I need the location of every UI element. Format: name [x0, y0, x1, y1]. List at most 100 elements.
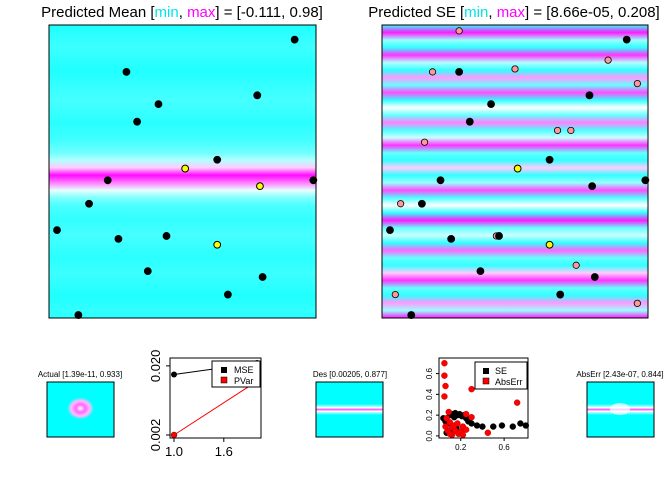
mse-legend-label-mse: MSE — [234, 365, 254, 375]
design-point — [545, 155, 554, 164]
scatter-point-se — [473, 422, 481, 429]
design-point — [585, 91, 594, 100]
des-frame — [315, 381, 384, 438]
scatter-panel: 0.2 0.6 0.0 0.2 0.4 0.6 SE AbsErr — [425, 357, 530, 452]
mse-legend-label-pvar: PVar — [234, 376, 253, 386]
des-heatmap — [316, 382, 383, 437]
open-design-point — [420, 138, 429, 146]
design-point — [162, 232, 171, 240]
scatter-point-se — [517, 420, 524, 427]
mean-title-max: max — [187, 4, 216, 21]
y-tick-label: 0.020 — [148, 350, 163, 383]
abserr-frame — [586, 381, 655, 438]
design-point — [407, 311, 416, 319]
x-tick-label: 0.6 — [499, 443, 511, 452]
open-design-point — [567, 126, 575, 135]
abserr-center-spot — [610, 403, 630, 415]
scatter-point-abserr — [462, 426, 470, 433]
y-tick-label: 0.002 — [148, 419, 163, 452]
mse-legend-key-mse — [221, 367, 227, 373]
mse-panel: 1.0 1.6 0.002 0.020 MSE PVar — [148, 350, 262, 459]
mean-title-suffix: ] = [-0.111, 0.98] — [215, 4, 322, 21]
se-title-max: max — [497, 4, 526, 21]
open-design-point — [633, 299, 641, 307]
mse-axes: 1.0 1.6 0.002 0.020 — [148, 350, 233, 459]
mean-points — [53, 35, 318, 319]
design-point — [258, 273, 267, 281]
scatter-point-se — [522, 422, 530, 429]
open-design-point — [511, 65, 519, 73]
x-tick-label: 1.0 — [165, 444, 183, 459]
design-point — [556, 290, 565, 299]
design-point — [588, 182, 597, 191]
scatter-point-abserr — [446, 430, 454, 438]
design-point — [103, 176, 112, 185]
design-point — [85, 199, 93, 208]
highlight-point — [513, 164, 522, 173]
scatter-point-abserr — [459, 431, 467, 439]
scatter-point-se — [468, 420, 475, 427]
scatter-point-abserr — [441, 359, 448, 367]
design-point — [154, 100, 163, 109]
scatter-point-se — [509, 423, 517, 430]
design-point — [641, 176, 650, 185]
design-point — [465, 117, 474, 126]
se-title: Predicted SE [min, max] = [8.66e-05, 0.2… — [368, 4, 659, 21]
design-point — [74, 311, 83, 319]
se-frame — [381, 24, 649, 319]
actual-title: Actual [1.39e-11, 0.933] — [38, 370, 122, 379]
design-point — [590, 273, 599, 281]
design-point — [133, 117, 142, 126]
scatter-point-abserr — [442, 382, 449, 390]
scatter-point-se — [479, 423, 486, 430]
scatter-point-abserr — [468, 414, 475, 421]
scatter-point-abserr — [441, 393, 448, 400]
mean-heatmap — [49, 25, 316, 318]
scatter-legend: SE AbsErr — [474, 361, 528, 390]
design-point — [253, 91, 262, 100]
se-title-prefix: Predicted SE [ — [368, 4, 465, 21]
design-point — [447, 234, 456, 243]
y-tick-label: 0.4 — [425, 388, 434, 400]
open-design-point — [455, 27, 463, 35]
mse-frame — [169, 357, 262, 439]
y-tick-label: 0.2 — [425, 409, 434, 421]
design-point — [455, 67, 464, 76]
data-point-pvar — [170, 431, 178, 439]
highlight-point — [545, 240, 554, 249]
design-point — [143, 267, 152, 276]
scatter-point-se — [490, 423, 497, 430]
design-point — [53, 226, 61, 235]
se-panel: Predicted SE [min, max] = [8.66e-05, 0.2… — [368, 4, 660, 319]
design-point — [487, 100, 495, 109]
scatter-point-abserr — [468, 385, 475, 393]
mse-legend-key-pvar — [220, 376, 228, 384]
scatter-point-abserr — [484, 429, 492, 437]
highlight-point — [213, 240, 222, 249]
scatter-axes: 0.2 0.6 0.0 0.2 0.4 0.6 — [425, 367, 510, 452]
actual-frame — [46, 381, 115, 438]
mean-panel: Predicted Mean [min, max] = [-0.111, 0.9… — [41, 4, 323, 319]
scatter-point-abserr — [445, 408, 452, 416]
scatter-legend-box — [474, 361, 528, 390]
mean-title-sep: , — [179, 4, 187, 21]
x-tick-label: 1.6 — [215, 444, 233, 459]
open-design-point — [391, 290, 399, 299]
scatter-point-abserr — [441, 372, 448, 379]
se-title-min: min — [464, 4, 488, 21]
scatter-point-se — [498, 422, 506, 429]
scatter-legend-key-se — [483, 368, 489, 374]
mean-title-min: min — [155, 4, 179, 21]
scatter-frame — [438, 357, 529, 439]
design-point — [418, 199, 426, 208]
actual-blob — [67, 397, 94, 420]
se-title-suffix: ] = [8.66e-05, 0.208] — [525, 4, 660, 21]
se-title-sep: , — [488, 4, 496, 21]
des-panel: Des [0.00205, 0.877] — [313, 370, 387, 438]
highlight-point — [181, 164, 190, 173]
design-point — [386, 226, 394, 235]
scatter-legend-label-se: SE — [495, 366, 507, 376]
open-design-point — [604, 56, 612, 64]
scatter-legend-label-abserr: AbsErr — [495, 377, 523, 387]
